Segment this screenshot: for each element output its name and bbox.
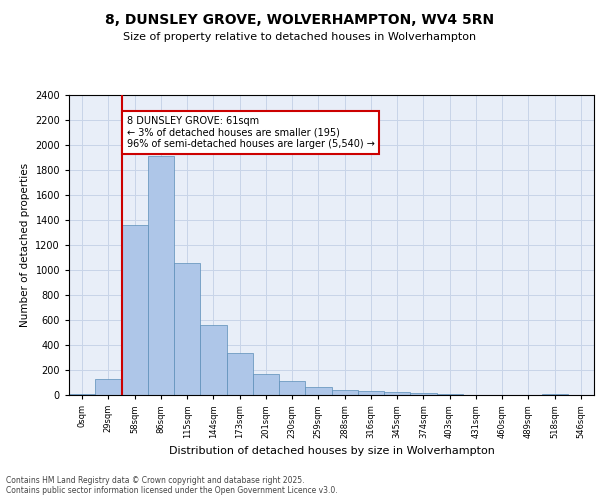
- Bar: [69, 394, 95, 395]
- Bar: [121, 225, 148, 395]
- Bar: [358, 391, 384, 395]
- Bar: [410, 393, 437, 395]
- Bar: [174, 263, 200, 395]
- X-axis label: Distribution of detached houses by size in Wolverhampton: Distribution of detached houses by size …: [169, 446, 494, 456]
- Text: 8, DUNSLEY GROVE, WOLVERHAMPTON, WV4 5RN: 8, DUNSLEY GROVE, WOLVERHAMPTON, WV4 5RN: [106, 12, 494, 26]
- Bar: [279, 381, 305, 395]
- Bar: [227, 353, 253, 395]
- Bar: [95, 379, 121, 395]
- Bar: [437, 394, 463, 395]
- Bar: [200, 325, 227, 395]
- Text: Contains HM Land Registry data © Crown copyright and database right 2025.
Contai: Contains HM Land Registry data © Crown c…: [6, 476, 338, 495]
- Bar: [253, 374, 279, 395]
- Text: 8 DUNSLEY GROVE: 61sqm
← 3% of detached houses are smaller (195)
96% of semi-det: 8 DUNSLEY GROVE: 61sqm ← 3% of detached …: [127, 116, 374, 150]
- Text: Size of property relative to detached houses in Wolverhampton: Size of property relative to detached ho…: [124, 32, 476, 42]
- Bar: [331, 390, 358, 395]
- Bar: [148, 156, 174, 395]
- Bar: [384, 392, 410, 395]
- Y-axis label: Number of detached properties: Number of detached properties: [20, 163, 29, 327]
- Bar: [542, 394, 568, 395]
- Bar: [305, 387, 331, 395]
